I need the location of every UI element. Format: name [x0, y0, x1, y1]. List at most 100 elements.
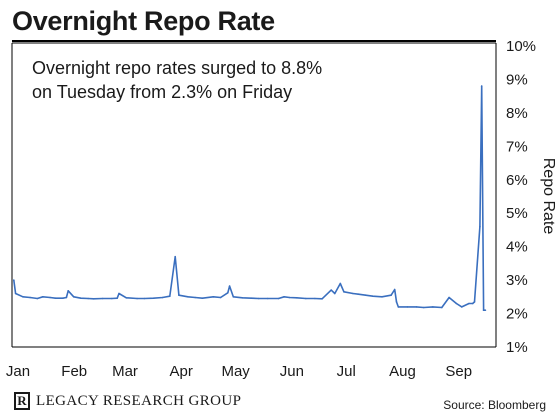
data-point	[212, 296, 215, 298]
data-point	[448, 296, 450, 299]
data-point	[339, 282, 342, 285]
data-point	[116, 297, 118, 300]
data-point	[266, 297, 269, 300]
y-tick-label: 3%	[506, 272, 528, 289]
brand-logo-text: LEGACY RESEARCH GROUP	[36, 392, 242, 409]
data-point	[283, 296, 285, 298]
data-point	[257, 297, 260, 300]
data-point	[29, 296, 31, 299]
data-point	[471, 302, 474, 305]
data-point	[468, 302, 470, 305]
y-tick-label: 7%	[506, 138, 528, 155]
data-point	[441, 306, 443, 309]
data-point	[364, 294, 367, 297]
data-point	[415, 306, 418, 308]
data-point	[13, 279, 15, 281]
data-point	[343, 291, 345, 293]
data-point	[314, 297, 316, 300]
data-point	[390, 294, 392, 297]
data-point	[357, 293, 360, 296]
y-tick-label: 8%	[506, 105, 528, 122]
data-point	[169, 295, 171, 298]
y-tick-label: 6%	[506, 172, 528, 189]
chart-annotation: Overnight repo rates surged to 8.8% on T…	[32, 58, 323, 102]
brand-logo-icon: R	[14, 392, 30, 410]
data-point	[432, 306, 434, 308]
data-point	[194, 296, 196, 299]
data-point	[174, 255, 176, 258]
data-point	[397, 306, 400, 308]
data-point	[161, 296, 164, 299]
data-point	[178, 294, 180, 297]
data-point	[480, 85, 483, 87]
chart-title: Overnight Repo Rate	[12, 6, 275, 36]
data-point	[49, 296, 51, 299]
data-point	[381, 296, 383, 298]
data-point	[80, 297, 82, 300]
data-point	[101, 297, 104, 300]
data-point	[36, 297, 39, 300]
data-point	[143, 297, 146, 300]
data-point	[288, 296, 291, 299]
data-point	[395, 301, 398, 303]
data-point	[228, 285, 231, 287]
data-point	[152, 297, 155, 300]
source-note: Source: Bloomberg	[443, 398, 546, 412]
data-point	[67, 290, 69, 292]
x-tick-label: Feb	[61, 363, 87, 380]
data-point	[393, 288, 396, 291]
data-point	[72, 296, 75, 298]
data-point	[65, 296, 68, 299]
data-point	[479, 225, 481, 228]
data-point	[473, 301, 476, 303]
data-point	[372, 295, 374, 298]
y-tick-label: 4%	[506, 239, 528, 256]
data-point	[136, 297, 138, 300]
brand-logo: R LEGACY RESEARCH GROUP	[14, 392, 241, 410]
series-points	[13, 85, 487, 312]
data-point	[461, 306, 463, 308]
y-axis-ticks: 10% 9% 8% 7% 6% 5% 4% 3% 2% 1%	[506, 38, 536, 356]
data-point	[22, 296, 24, 298]
x-tick-label: Aug	[389, 363, 416, 380]
data-point	[125, 297, 128, 299]
data-point	[227, 292, 229, 294]
data-point	[87, 297, 89, 300]
x-tick-label: Apr	[170, 363, 193, 380]
x-tick-label: Mar	[112, 363, 138, 380]
y-tick-label: 2%	[506, 306, 528, 323]
data-point	[352, 292, 354, 295]
y-tick-label: 1%	[506, 339, 528, 356]
y-tick-label: 5%	[506, 205, 528, 222]
data-point	[118, 292, 120, 295]
data-point	[321, 298, 323, 300]
x-tick-label: Jun	[280, 363, 304, 380]
x-tick-label: Jan	[6, 363, 30, 380]
data-point	[241, 297, 244, 299]
data-point	[92, 298, 95, 300]
data-point	[42, 296, 44, 298]
data-point	[111, 297, 113, 300]
x-tick-label: May	[221, 363, 250, 380]
y-tick-label: 9%	[506, 71, 528, 88]
data-point	[455, 302, 458, 305]
data-point	[295, 297, 298, 299]
data-point	[406, 306, 409, 308]
data-point	[305, 297, 307, 300]
series-line-repo-rate	[13, 85, 486, 311]
x-tick-label: Sep	[445, 363, 472, 380]
data-point	[232, 296, 235, 298]
data-point	[482, 309, 485, 312]
data-point	[484, 309, 487, 312]
x-axis-ticks: Jan Feb Mar Apr May Jun Jul Aug Sep	[6, 363, 472, 380]
data-point	[277, 297, 280, 300]
x-tick-label: Jul	[337, 363, 356, 380]
title-divider	[12, 40, 496, 42]
data-point	[54, 297, 57, 300]
data-point	[330, 289, 333, 291]
data-point	[62, 297, 64, 300]
data-point	[187, 296, 189, 298]
y-tick-label: 10%	[506, 38, 536, 55]
data-point	[422, 306, 425, 309]
